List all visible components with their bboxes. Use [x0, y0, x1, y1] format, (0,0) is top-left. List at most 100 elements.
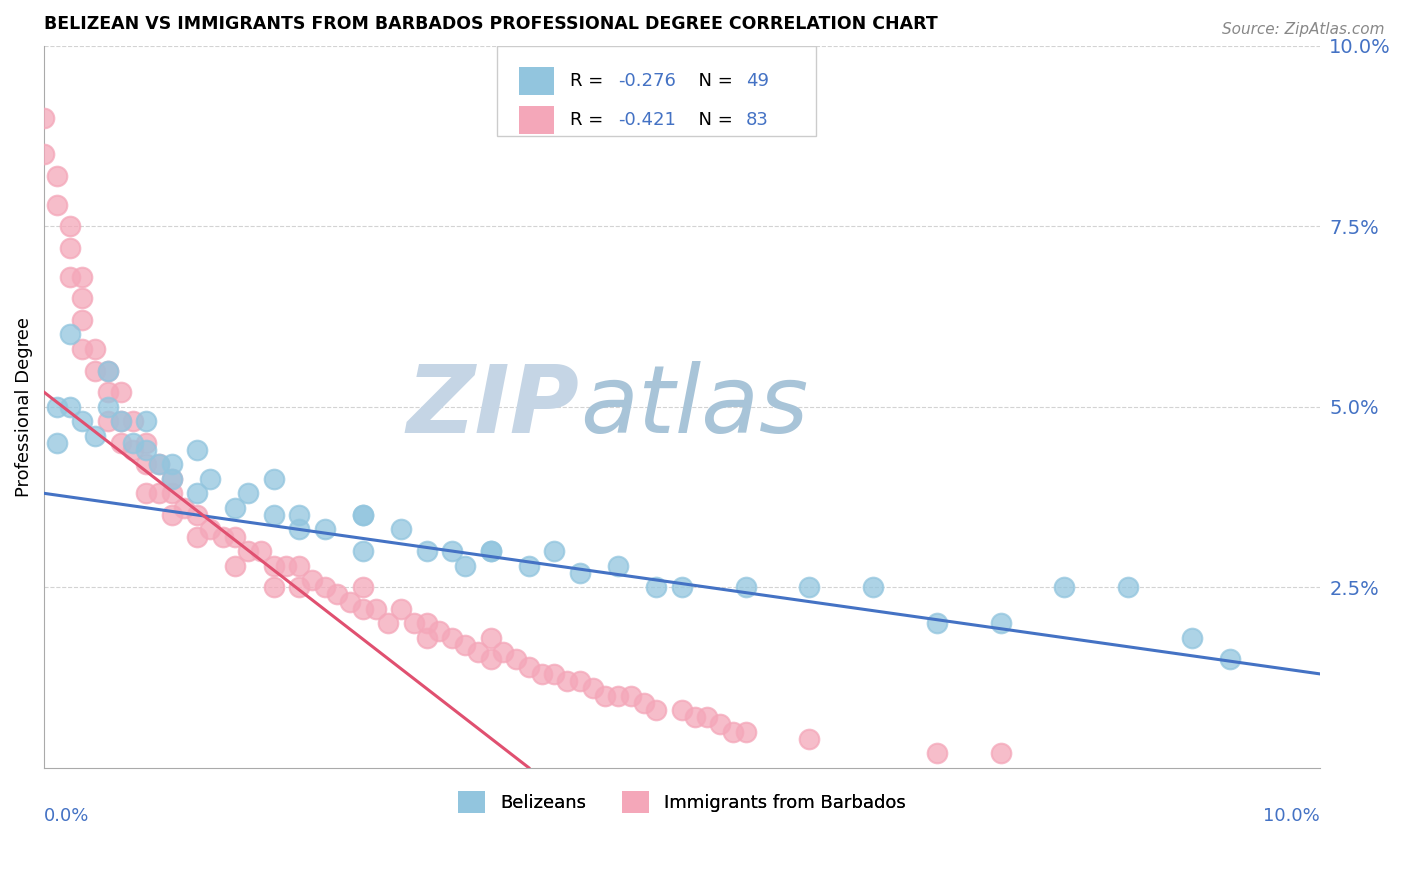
Point — [72, 342, 94, 356]
Point — [160, 458, 183, 472]
Point — [288, 523, 311, 537]
Point — [441, 631, 464, 645]
Point — [59, 219, 82, 234]
Text: N =: N = — [688, 72, 738, 90]
Point — [389, 523, 412, 537]
Point — [517, 659, 540, 673]
Point — [467, 645, 489, 659]
Point — [352, 508, 374, 522]
Point — [122, 442, 145, 457]
Point — [135, 458, 157, 472]
Point — [479, 631, 502, 645]
Y-axis label: Professional Degree: Professional Degree — [15, 317, 32, 497]
Point — [110, 435, 132, 450]
Point — [198, 472, 221, 486]
FancyBboxPatch shape — [519, 106, 554, 134]
Point — [568, 674, 591, 689]
Text: Source: ZipAtlas.com: Source: ZipAtlas.com — [1222, 22, 1385, 37]
Point — [721, 724, 744, 739]
Point — [59, 269, 82, 284]
Point — [454, 558, 477, 573]
Point — [671, 580, 693, 594]
Point — [59, 400, 82, 414]
Point — [633, 696, 655, 710]
Point — [135, 414, 157, 428]
Point — [97, 414, 120, 428]
Point — [198, 523, 221, 537]
Text: -0.276: -0.276 — [619, 72, 676, 90]
Point — [568, 566, 591, 580]
Point — [84, 363, 107, 377]
Point — [160, 472, 183, 486]
Point — [148, 486, 170, 500]
Point — [110, 385, 132, 400]
Text: -0.421: -0.421 — [619, 111, 676, 128]
Point — [696, 710, 718, 724]
Point — [517, 558, 540, 573]
Text: R =: R = — [569, 72, 609, 90]
Point — [454, 638, 477, 652]
Point — [416, 631, 439, 645]
Point — [72, 313, 94, 327]
Point — [211, 530, 233, 544]
Point — [925, 616, 948, 631]
FancyBboxPatch shape — [519, 67, 554, 95]
Point — [555, 674, 578, 689]
Point — [479, 544, 502, 558]
Point — [263, 472, 285, 486]
Point — [326, 587, 349, 601]
Text: atlas: atlas — [579, 361, 808, 452]
Point — [1181, 631, 1204, 645]
Point — [416, 616, 439, 631]
Point — [543, 666, 565, 681]
Point — [288, 558, 311, 573]
Point — [59, 327, 82, 342]
Text: R =: R = — [569, 111, 609, 128]
Point — [1116, 580, 1139, 594]
Point — [441, 544, 464, 558]
Point — [263, 580, 285, 594]
Point — [148, 458, 170, 472]
Point — [734, 580, 756, 594]
Point — [32, 111, 55, 125]
Point — [389, 602, 412, 616]
Point — [110, 414, 132, 428]
Point — [990, 616, 1012, 631]
Point — [288, 508, 311, 522]
Point — [990, 746, 1012, 760]
Point — [1053, 580, 1076, 594]
Point — [110, 414, 132, 428]
Point — [238, 544, 260, 558]
Point — [352, 580, 374, 594]
Point — [416, 544, 439, 558]
Point — [72, 414, 94, 428]
Point — [492, 645, 515, 659]
Point — [479, 544, 502, 558]
Point — [925, 746, 948, 760]
Point — [186, 508, 208, 522]
Point — [734, 724, 756, 739]
Point — [352, 508, 374, 522]
Point — [314, 523, 336, 537]
Point — [122, 414, 145, 428]
Point — [45, 435, 67, 450]
Point — [238, 486, 260, 500]
Text: N =: N = — [688, 111, 738, 128]
Point — [97, 385, 120, 400]
Point — [135, 442, 157, 457]
Point — [97, 363, 120, 377]
Point — [32, 147, 55, 161]
Point — [352, 602, 374, 616]
Point — [607, 558, 630, 573]
Point — [160, 472, 183, 486]
Point — [1219, 652, 1241, 666]
Point — [799, 580, 821, 594]
Point — [607, 689, 630, 703]
Point — [97, 400, 120, 414]
Point — [97, 363, 120, 377]
Point — [301, 573, 323, 587]
Point — [799, 731, 821, 746]
Point — [160, 508, 183, 522]
Point — [84, 342, 107, 356]
Point — [45, 197, 67, 211]
